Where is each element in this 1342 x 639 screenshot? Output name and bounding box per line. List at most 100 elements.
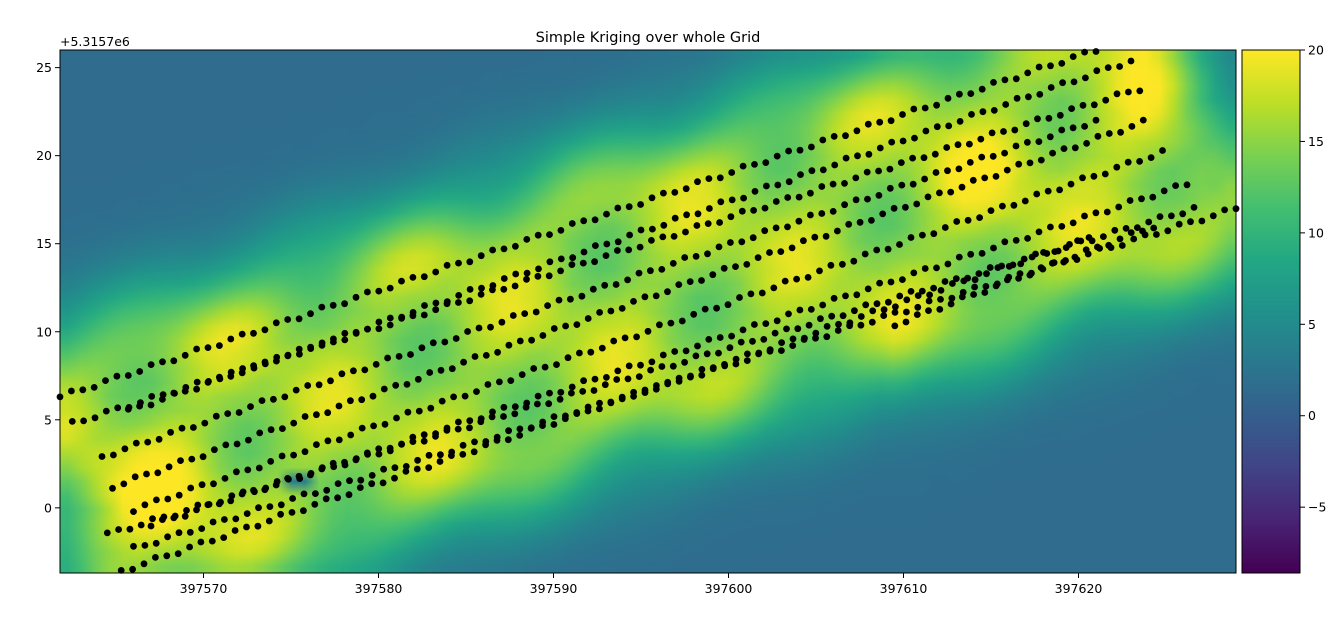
sample-point	[603, 210, 610, 218]
sample-point	[91, 414, 99, 422]
sample-point	[523, 275, 530, 283]
sample-point	[876, 144, 884, 152]
sample-point	[136, 368, 144, 375]
sample-point	[193, 385, 201, 393]
sample-point	[807, 189, 814, 197]
sample-point	[1092, 48, 1100, 55]
sample-point	[1069, 124, 1077, 132]
sample-point	[1025, 93, 1032, 101]
sample-point	[641, 389, 649, 396]
sample-point	[897, 159, 905, 167]
sample-point	[614, 204, 622, 212]
sample-point	[152, 539, 160, 547]
sample-point	[334, 480, 342, 487]
x-tick-label: 397570	[180, 581, 228, 596]
sample-point	[222, 441, 230, 449]
sample-point	[607, 398, 615, 406]
sample-point	[1150, 224, 1158, 232]
sample-point	[1209, 212, 1217, 220]
sample-point	[564, 354, 572, 362]
sample-point	[141, 501, 149, 509]
sample-point	[386, 314, 394, 322]
sample-point	[876, 118, 884, 126]
sample-point	[947, 188, 955, 196]
sample-point	[375, 287, 383, 295]
sample-point	[910, 105, 918, 113]
sample-point	[1118, 242, 1126, 249]
sample-point	[692, 253, 700, 260]
sample-point	[823, 333, 831, 341]
sample-point	[992, 282, 1000, 290]
sample-point	[842, 292, 849, 300]
heatmap-plot	[56, 48, 1240, 574]
sample-point	[568, 261, 576, 268]
sample-point	[217, 498, 224, 506]
sample-point	[464, 328, 471, 335]
sample-point	[1113, 163, 1121, 171]
y-tick-label: 25	[36, 60, 52, 75]
sample-point	[313, 411, 320, 419]
colorbar-axis: 20 15 10 5 0 −5	[1300, 43, 1326, 515]
sample-point	[682, 347, 690, 355]
sample-point	[890, 204, 898, 212]
sample-point	[1190, 204, 1198, 211]
sample-point	[500, 413, 507, 420]
sample-point	[1092, 116, 1100, 124]
sample-point	[716, 334, 724, 341]
sample-point	[772, 198, 780, 205]
sample-point	[393, 414, 400, 422]
sample-point	[1221, 206, 1228, 214]
sample-point	[347, 431, 355, 439]
sample-point	[829, 208, 837, 215]
sample-point	[1115, 203, 1123, 211]
sample-point	[1070, 78, 1078, 86]
sample-point	[956, 90, 963, 98]
sample-point	[944, 167, 951, 175]
x-tick-label: 397620	[1055, 581, 1103, 596]
sample-point	[477, 291, 485, 298]
sample-point	[896, 241, 903, 248]
sample-point	[720, 264, 728, 272]
sample-point	[1081, 123, 1088, 130]
sample-point	[197, 538, 205, 546]
sample-point	[277, 501, 285, 509]
sample-point	[553, 361, 560, 368]
sample-point	[521, 310, 529, 317]
y-offset-label: +5.3157e6	[60, 34, 130, 49]
chart-title: Simple Kriging over whole Grid	[536, 30, 761, 46]
sample-point	[598, 344, 606, 352]
sample-point	[461, 392, 469, 400]
sample-point	[550, 325, 558, 332]
colorbar: 20 15 10 5 0 −5	[1241, 43, 1326, 574]
sample-point	[751, 188, 759, 195]
sample-point	[1060, 145, 1068, 153]
sample-point	[1004, 276, 1011, 284]
colorbar-tick-label: 5	[1308, 317, 1316, 332]
sample-point	[352, 329, 360, 337]
sample-point	[201, 419, 209, 427]
sample-point	[454, 425, 462, 433]
sample-point	[785, 310, 792, 318]
sample-point	[933, 123, 941, 131]
sample-point	[864, 195, 871, 203]
sample-point	[681, 254, 689, 261]
sample-point	[944, 260, 952, 268]
sample-point	[949, 280, 956, 287]
sample-points	[56, 48, 1240, 574]
sample-point	[256, 429, 264, 437]
sample-point	[290, 451, 297, 459]
sample-point	[459, 451, 467, 458]
sample-point	[1047, 84, 1055, 91]
sample-point	[715, 243, 723, 251]
sample-point	[1058, 60, 1066, 67]
sample-point	[920, 154, 928, 162]
sample-point	[978, 85, 986, 93]
sample-point	[284, 316, 292, 323]
sample-point	[193, 345, 201, 353]
sample-point	[243, 523, 250, 531]
sample-point	[612, 281, 620, 288]
sample-point	[969, 176, 977, 184]
sample-point	[493, 437, 501, 444]
sample-point	[358, 424, 366, 432]
sample-point	[808, 167, 816, 175]
